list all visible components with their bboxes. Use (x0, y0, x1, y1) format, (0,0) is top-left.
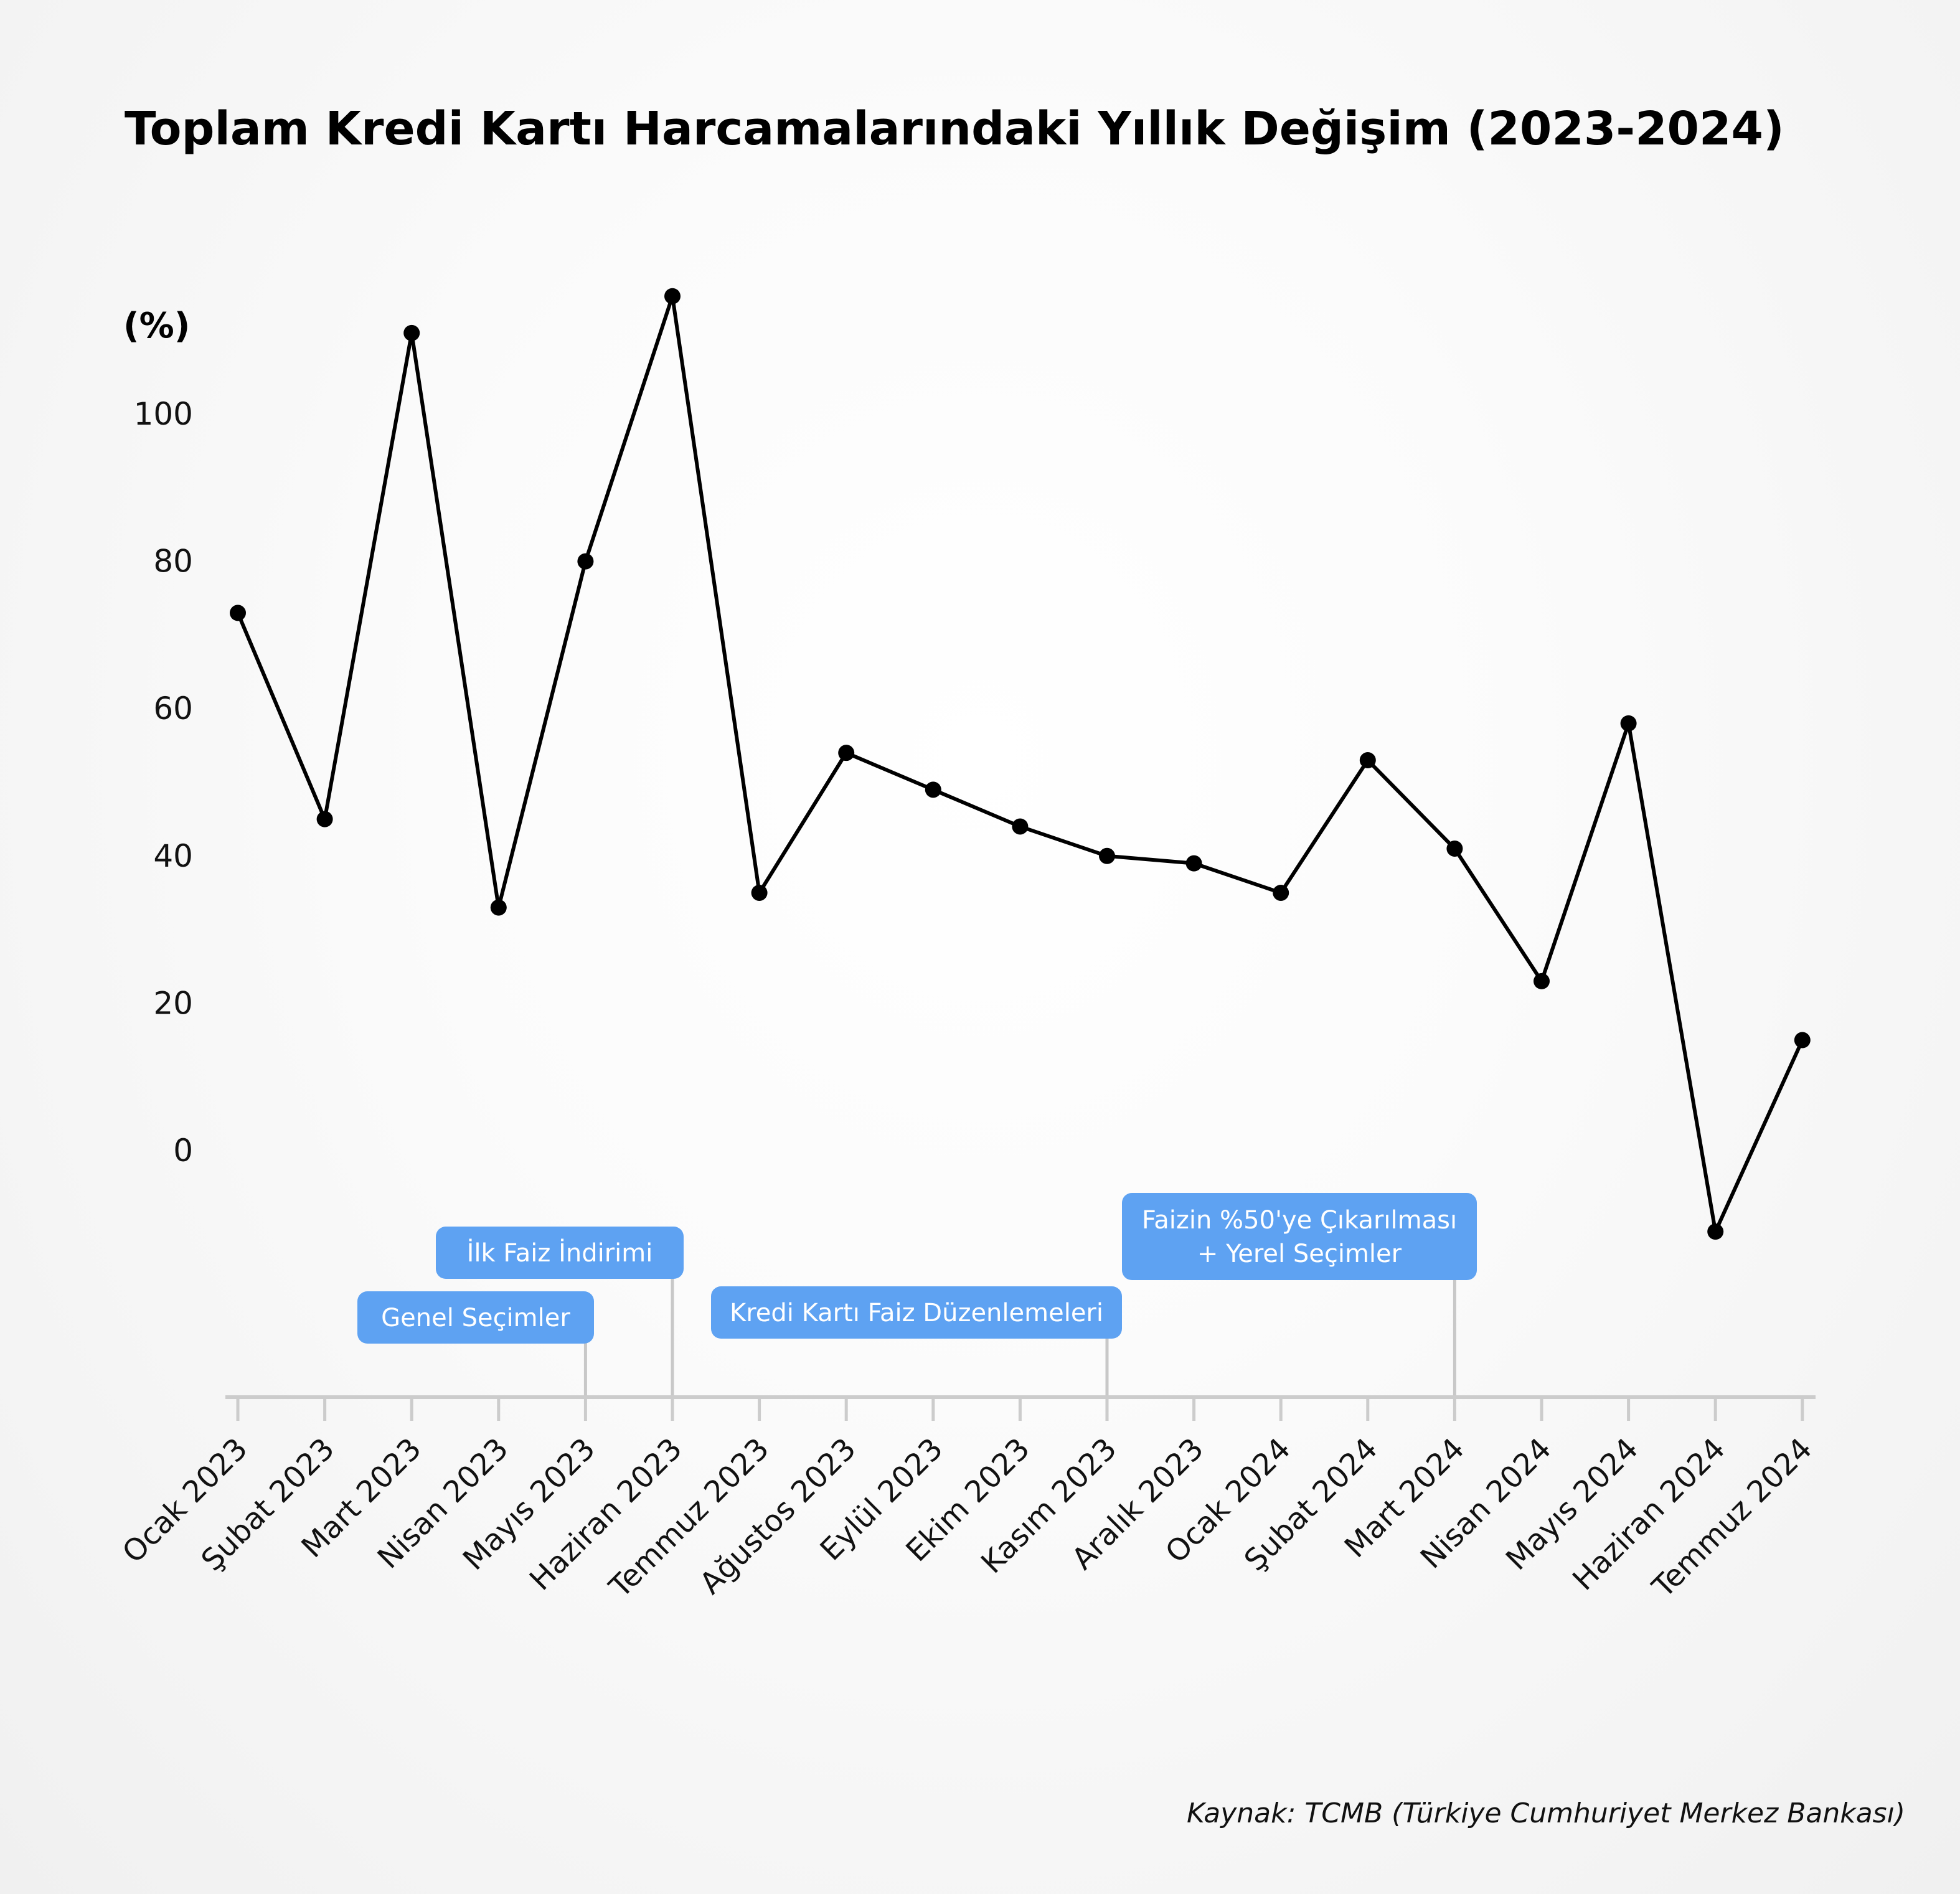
data-point (403, 324, 420, 341)
annotation-label: Genel Seçimler (381, 1304, 570, 1332)
data-point (316, 811, 333, 827)
data-point (838, 745, 855, 761)
annotation-box (711, 1286, 1122, 1339)
annotation-box (436, 1227, 684, 1279)
data-point (490, 899, 507, 916)
data-point (1534, 973, 1550, 989)
annotation-box (1122, 1193, 1477, 1280)
x-tick-label: Ağustos 2023 (693, 1431, 862, 1601)
annotation-label: Faizin %50'ye Çıkarılması (1142, 1206, 1457, 1235)
y-axis-ticks: 0 20 40 60 80 100 (134, 396, 193, 1169)
annotation-label: Kredi Kartı Faiz Düzenlemeleri (730, 1299, 1103, 1327)
data-point (577, 553, 594, 570)
data-point (1794, 1032, 1811, 1048)
data-point (1359, 752, 1376, 769)
y-tick-label: 80 (153, 544, 193, 580)
x-tick-label: Temmuz 2023 (602, 1431, 776, 1605)
annotation-label: İlk Faiz İndirimi (467, 1238, 653, 1268)
data-point (751, 884, 768, 901)
data-point (1707, 1223, 1724, 1240)
y-tick-label: 40 (153, 838, 193, 874)
y-tick-label: 0 (173, 1133, 193, 1169)
data-point (230, 605, 246, 621)
data-point (1012, 818, 1029, 835)
series-line (236, 295, 1804, 1238)
y-axis-unit-label: (%) (123, 306, 190, 346)
data-point (1099, 847, 1115, 864)
data-point (1620, 715, 1637, 732)
event-annotations: Genel Seçimler İlk Faiz İndirimi Kredi Kar… (357, 1193, 1477, 1397)
data-point (1273, 884, 1289, 901)
source-note: Kaynak: TCMB (Türkiye Cumhuriyet Merkez … (1187, 1797, 1905, 1829)
data-point (664, 288, 681, 304)
y-tick-label: 20 (153, 985, 193, 1021)
x-tick-label: Temmuz 2024 (1646, 1431, 1819, 1605)
annotation-label: + Yerel Seçimler (1197, 1240, 1402, 1268)
x-tick-label: Haziran 2023 (523, 1431, 689, 1598)
annotation-box (357, 1291, 594, 1344)
x-tick-label: Haziran 2024 (1566, 1431, 1732, 1598)
series-layer (230, 288, 1811, 1240)
y-tick-label: 100 (134, 396, 193, 432)
data-point (925, 781, 941, 798)
data-point (1185, 855, 1202, 872)
data-point (1446, 840, 1463, 857)
chart-title: Toplam Kredi Kartı Harcamalarındaki Yıll… (125, 102, 1784, 156)
y-tick-label: 60 (153, 690, 193, 727)
